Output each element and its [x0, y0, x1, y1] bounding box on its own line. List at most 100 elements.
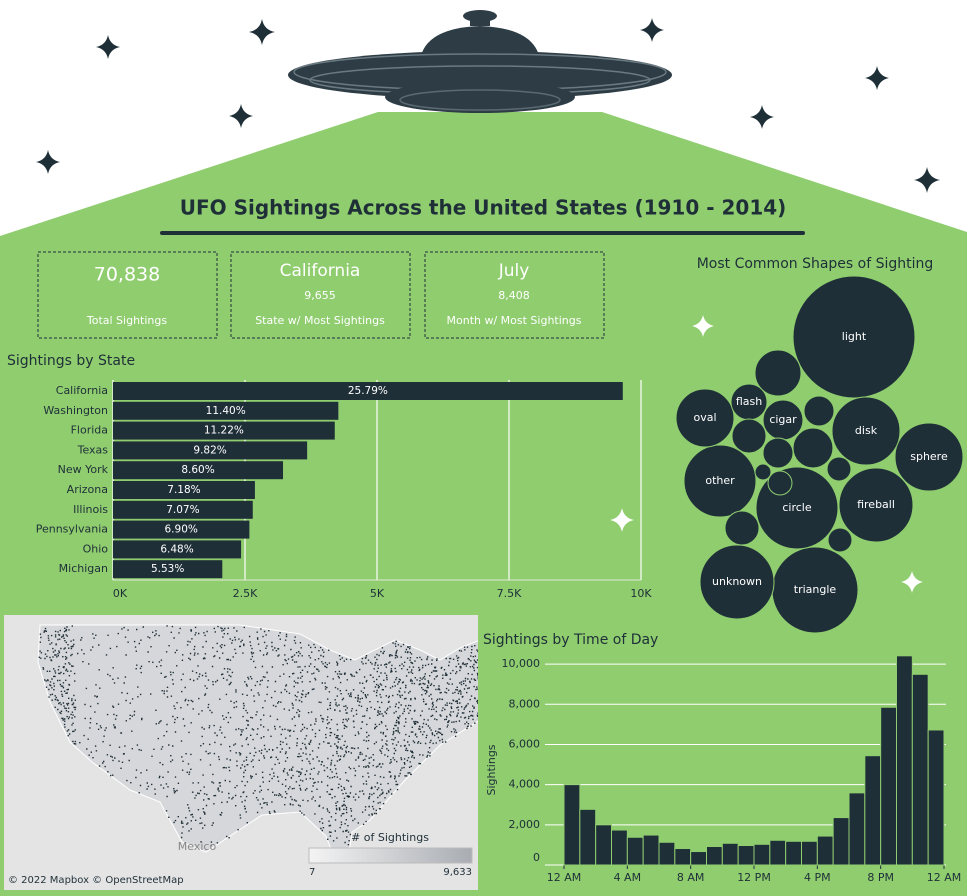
- chart-title: Sightings by Time of Day: [483, 632, 658, 648]
- bar: [896, 655, 913, 866]
- star: [96, 35, 120, 59]
- legend-tick-label: 9,633: [443, 867, 472, 878]
- bubble: [826, 456, 852, 482]
- bubble-label: sphere: [910, 450, 948, 463]
- bubble: [724, 510, 760, 546]
- kpi-value: 70,838: [94, 264, 160, 286]
- bubble-label: fireball: [857, 498, 895, 511]
- x-tick-label: 12 AM: [547, 871, 582, 884]
- bubble: [831, 396, 901, 466]
- x-tick-label: 4 AM: [614, 871, 642, 884]
- x-tick-label: 12 PM: [737, 871, 771, 884]
- bar: [769, 839, 787, 866]
- y-tick-label: 0: [533, 851, 540, 864]
- star: [36, 150, 60, 174]
- value-label: 9.82%: [193, 444, 226, 456]
- kpi-label: Month w/ Most Sightings: [447, 314, 582, 327]
- bar: [626, 836, 644, 866]
- star: [901, 571, 923, 593]
- kpi-label: State w/ Most Sightings: [255, 314, 385, 327]
- bar: [113, 560, 223, 579]
- bubble: [792, 427, 834, 469]
- y-tick-label: Pennsylvania: [36, 523, 108, 536]
- bubble-label: triangle: [794, 583, 837, 596]
- bar: [113, 401, 339, 420]
- x-tick-label: 10K: [630, 587, 652, 600]
- legend-title: # of Sightings: [351, 831, 429, 844]
- bar: [113, 461, 284, 480]
- kpi-card: [424, 251, 605, 339]
- kpi-detail: 8,408: [498, 289, 530, 302]
- bar: [642, 834, 660, 866]
- bubble: [699, 544, 775, 620]
- bubble-label: disk: [855, 424, 878, 437]
- y-tick-label: Washington: [43, 404, 108, 417]
- y-tick-label: 2,000: [509, 818, 541, 831]
- bar: [595, 824, 613, 866]
- bar: [880, 706, 898, 866]
- value-label: 6.48%: [160, 543, 193, 555]
- star: [914, 167, 940, 193]
- map-sighting-dots: [38, 625, 478, 857]
- star: [610, 508, 634, 532]
- star: [692, 315, 714, 337]
- map-credit: © 2022 Mapbox © OpenStreetMap: [8, 875, 184, 886]
- y-tick-label: 8,000: [509, 697, 541, 710]
- star: [750, 105, 774, 129]
- page-title: UFO Sightings Across the United States (…: [180, 196, 787, 220]
- value-label: 25.79%: [348, 385, 388, 397]
- bubble: [792, 275, 916, 399]
- x-tick-label: 2.5K: [233, 587, 258, 600]
- legend-gradient: [308, 847, 473, 864]
- kpi-label: Total Sightings: [86, 314, 168, 327]
- bubble: [754, 349, 802, 397]
- value-label: 7.07%: [166, 504, 199, 516]
- y-tick-label: Arizona: [67, 483, 108, 496]
- kpi-value: July: [498, 261, 530, 281]
- x-tick-label: 0K: [113, 587, 128, 600]
- bar: [113, 421, 335, 440]
- bar: [113, 481, 255, 499]
- star: [865, 66, 889, 90]
- bubble-label: cigar: [769, 413, 797, 426]
- bubble: [838, 467, 914, 543]
- x-tick-label: 5K: [370, 587, 385, 600]
- bubble: [683, 444, 757, 518]
- x-tick-label: 7.5K: [497, 587, 522, 600]
- value-label: 6.90%: [165, 524, 198, 536]
- bar: [832, 817, 850, 866]
- bubble: [803, 395, 835, 427]
- bubble-label: unknown: [712, 575, 762, 588]
- y-tick-label: New York: [58, 463, 109, 476]
- bubble: [894, 422, 964, 492]
- y-tick-label: 10,000: [502, 657, 541, 670]
- bar: [785, 840, 803, 866]
- bubble-label: other: [705, 474, 735, 487]
- chart-title: Most Common Shapes of Sighting: [697, 256, 934, 272]
- star: [229, 104, 253, 128]
- y-tick-label: 6,000: [509, 737, 541, 750]
- bar: [113, 441, 308, 460]
- chart-title: Sightings by State: [7, 353, 135, 369]
- bar: [579, 808, 597, 866]
- kpi-card: [37, 251, 218, 339]
- bar: [113, 382, 623, 400]
- value-label: 5.53%: [151, 563, 184, 575]
- map: Mexico © 2022 Mapbox © OpenStreetMap # o…: [4, 615, 478, 890]
- y-axis-label: Sightings: [485, 744, 498, 795]
- x-tick-label: 12 AM: [927, 871, 962, 884]
- bar: [690, 851, 708, 866]
- us-outline: [37, 624, 478, 863]
- bubble-label: light: [842, 330, 867, 343]
- y-tick-label: Michigan: [59, 562, 108, 575]
- bar: [674, 848, 692, 866]
- bar: [927, 729, 945, 866]
- legend-tick-label: 7: [309, 867, 315, 878]
- bar: [706, 846, 723, 866]
- bar: [801, 840, 818, 866]
- bubble: [827, 527, 853, 553]
- map-place-label: Mexico: [178, 840, 217, 853]
- bar: [721, 842, 739, 866]
- bubble-label: circle: [782, 501, 811, 514]
- bubble: [762, 437, 794, 469]
